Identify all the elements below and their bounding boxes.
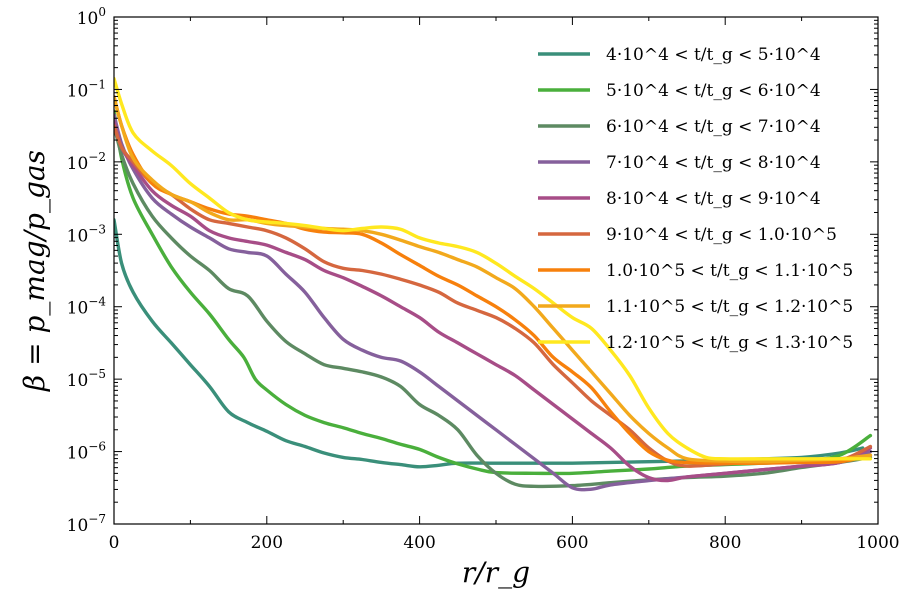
y-tick-label: 100 <box>77 5 106 29</box>
y-tick-label: 10−6 <box>67 440 106 464</box>
y-tick-label: 10−7 <box>67 512 106 536</box>
legend-label-7: 1.0·10^5 < t/t_g < 1.1·10^5 <box>606 261 853 281</box>
y-tick-label: 10−4 <box>67 295 107 319</box>
x-axis-label: r/r_g <box>462 556 530 589</box>
series-line-6 <box>114 123 873 468</box>
y-tick-label: 10−3 <box>67 222 106 246</box>
legend-label-9: 1.2·10^5 < t/t_g < 1.3·10^5 <box>606 333 853 353</box>
y-axis-label: β = p_mag/p_gas <box>18 150 51 392</box>
y-tick-label: 10−5 <box>67 367 106 391</box>
legend-label-6: 9·10^4 < t/t_g < 1.0·10^5 <box>606 225 837 245</box>
x-tick-label: 400 <box>403 533 435 553</box>
x-tick-label: 800 <box>709 533 741 553</box>
legend-label-3: 6·10^4 < t/t_g < 7·10^4 <box>606 117 821 137</box>
x-tick-label: 0 <box>109 533 120 553</box>
legend-label-5: 8·10^4 < t/t_g < 9·10^4 <box>606 189 821 209</box>
y-tick-label: 10−2 <box>67 150 106 174</box>
series-lines <box>114 76 873 492</box>
axis-ticks: 0 200 400 600 800 1000 100 10−1 10−2 10−3 10−4 10−5… <box>67 5 900 553</box>
legend-label-2: 5·10^4 < t/t_g < 6·10^4 <box>606 81 821 101</box>
legend: 4·10^4 < t/t_g < 5·10^4 5·10^4 < t/t_g < … <box>538 45 853 353</box>
x-tick-label: 600 <box>556 533 588 553</box>
y-tick-label: 10−1 <box>67 77 106 101</box>
x-tick-label: 200 <box>251 533 283 553</box>
series-line-2 <box>114 109 873 476</box>
x-tick-label: 1000 <box>856 533 899 553</box>
series-line-5 <box>114 120 873 483</box>
series-line-7 <box>114 95 873 465</box>
legend-label-4: 7·10^4 < t/t_g < 8·10^4 <box>606 153 821 173</box>
legend-label-8: 1.1·10^5 < t/t_g < 1.2·10^5 <box>606 297 853 317</box>
legend-label-1: 4·10^4 < t/t_g < 5·10^4 <box>606 45 821 65</box>
series-line-9 <box>114 76 873 461</box>
series-line-8 <box>114 95 873 464</box>
